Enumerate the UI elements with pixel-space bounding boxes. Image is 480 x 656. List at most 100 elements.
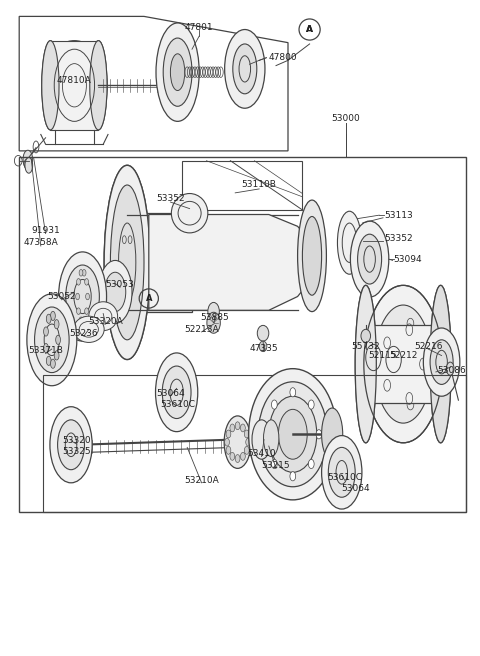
Bar [127,213,192,312]
Ellipse shape [364,285,443,443]
Ellipse shape [308,459,314,468]
Ellipse shape [66,265,99,328]
Text: 53610C: 53610C [160,400,195,409]
Text: A: A [306,25,313,34]
Ellipse shape [374,305,432,423]
Ellipse shape [171,194,208,233]
Ellipse shape [54,351,59,360]
Ellipse shape [257,325,269,341]
Ellipse shape [104,165,150,359]
Text: 53215: 53215 [262,461,290,470]
Ellipse shape [224,416,251,468]
Ellipse shape [156,23,199,121]
Ellipse shape [89,302,118,331]
Ellipse shape [110,185,144,340]
Text: 53320: 53320 [62,436,91,445]
Ellipse shape [90,41,107,130]
Text: 53610C: 53610C [327,473,362,482]
Text: 53352: 53352 [384,234,413,243]
Text: 53052: 53052 [47,292,76,301]
Text: 52212: 52212 [389,351,418,360]
Ellipse shape [430,340,453,384]
Ellipse shape [423,328,460,396]
Ellipse shape [240,424,245,432]
Ellipse shape [226,446,231,454]
Polygon shape [149,215,312,310]
Ellipse shape [44,344,48,353]
Ellipse shape [79,317,83,323]
Ellipse shape [105,272,126,312]
Text: 53325: 53325 [62,447,91,456]
Text: 47810A: 47810A [57,75,92,85]
Text: 91931: 91931 [31,226,60,236]
Ellipse shape [258,382,327,487]
Ellipse shape [358,234,382,284]
Ellipse shape [42,41,107,130]
Bar [50,41,98,130]
Ellipse shape [50,52,98,118]
Text: 53053: 53053 [106,280,134,289]
Ellipse shape [446,362,454,375]
Ellipse shape [290,472,296,481]
Ellipse shape [361,329,371,342]
Ellipse shape [25,157,33,173]
Bar [19,157,466,512]
Ellipse shape [328,447,355,497]
Ellipse shape [269,396,317,472]
Ellipse shape [259,341,267,352]
Ellipse shape [77,308,81,314]
Ellipse shape [350,221,389,297]
Ellipse shape [337,211,361,274]
Ellipse shape [264,420,279,457]
Text: A: A [306,25,313,34]
Text: 53371B: 53371B [28,346,63,356]
Text: 53086: 53086 [437,366,466,375]
Ellipse shape [233,44,257,94]
Ellipse shape [42,41,59,130]
Ellipse shape [207,312,220,333]
Ellipse shape [272,400,277,409]
Ellipse shape [98,260,132,323]
Ellipse shape [50,312,55,321]
Ellipse shape [44,327,48,336]
Ellipse shape [226,430,231,438]
Ellipse shape [249,369,337,500]
Ellipse shape [316,430,322,439]
Ellipse shape [156,353,198,432]
Text: 53064: 53064 [341,484,370,493]
Text: 47335: 47335 [250,344,278,354]
Ellipse shape [50,359,55,368]
Ellipse shape [235,422,240,430]
Ellipse shape [240,453,245,461]
Ellipse shape [163,38,192,106]
Ellipse shape [47,314,51,323]
Text: 53113: 53113 [384,211,413,220]
Text: A: A [145,294,152,303]
Ellipse shape [230,424,235,432]
Ellipse shape [46,356,51,365]
Text: 47800: 47800 [269,53,298,62]
Ellipse shape [84,308,88,314]
Ellipse shape [302,216,322,295]
Text: 53000: 53000 [331,113,360,123]
Text: 52213A: 52213A [184,325,219,334]
Ellipse shape [58,420,84,470]
Ellipse shape [85,293,89,300]
Text: 52216: 52216 [414,342,443,351]
Ellipse shape [278,409,307,459]
Ellipse shape [59,64,90,106]
Text: 53210A: 53210A [184,476,219,485]
Text: 53236: 53236 [70,329,98,338]
Ellipse shape [82,270,86,276]
Ellipse shape [59,252,107,341]
Ellipse shape [322,408,343,461]
Text: 47801: 47801 [185,23,214,32]
Ellipse shape [430,285,451,443]
Bar [182,161,302,210]
Ellipse shape [170,54,185,91]
Ellipse shape [430,285,451,443]
Ellipse shape [50,407,92,483]
Text: 53110B: 53110B [242,180,276,190]
Ellipse shape [77,279,81,285]
Ellipse shape [272,459,277,468]
